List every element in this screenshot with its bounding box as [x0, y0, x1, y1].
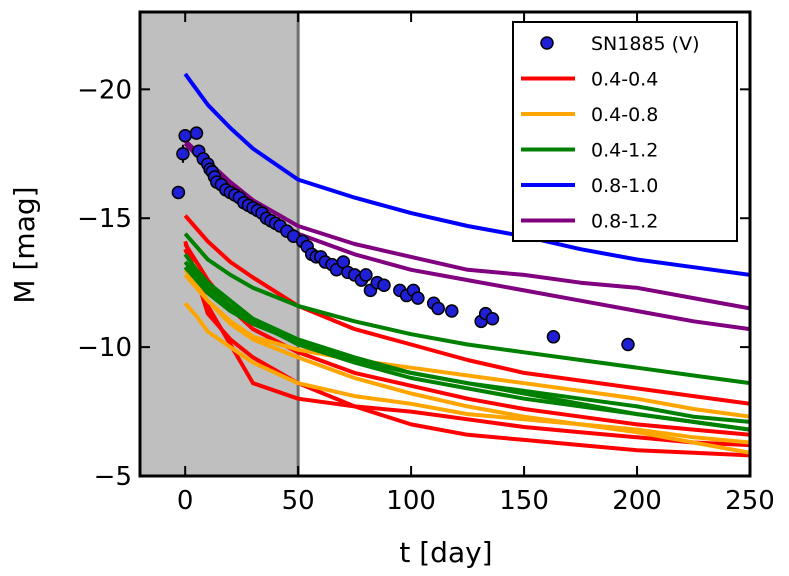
data-point [621, 337, 635, 352]
x-tick-label: 0 [177, 486, 194, 516]
y-tick-label: −15 [77, 204, 132, 234]
y-tick-label: −10 [77, 333, 132, 363]
x-tick-label: 100 [386, 486, 436, 516]
x-axis-label: t [day] [399, 536, 492, 569]
series-line-04-12-9 [183, 260, 750, 432]
legend-box [512, 21, 738, 242]
series-line-04-12-10 [183, 265, 750, 424]
legend-entry-label: 0.8-1.0 [591, 175, 658, 197]
series-line-08-10-11 [183, 72, 750, 277]
data-point [178, 128, 192, 143]
plot-frame [138, 10, 752, 478]
data-point [377, 278, 391, 292]
x-tick-label: 50 [282, 486, 315, 516]
observed-points [171, 126, 635, 352]
y-tick-label: −5 [94, 462, 132, 492]
series-line-04-04-0 [183, 214, 750, 406]
series-line-04-12-7 [183, 232, 750, 386]
data-point [546, 330, 561, 344]
x-tick-label: 150 [499, 486, 549, 516]
legend-entry-label: 0.4-1.2 [591, 140, 658, 162]
series-line-08-12-12 [183, 139, 750, 311]
legend: SN1885 (V) 0.4-0.4 0.4-0.8 0.4-1.2 0.8-1.0 0.… [512, 21, 738, 242]
data-point [189, 126, 204, 140]
shaded-region-rect [140, 12, 299, 476]
legend-entry-label: 0.4-0.4 [591, 69, 658, 91]
data-point [171, 185, 186, 200]
x-tick-label: 250 [725, 486, 775, 516]
x-tick-label: 200 [612, 486, 662, 516]
data-point [176, 147, 190, 161]
series-line-04-08-5 [183, 301, 750, 445]
y-axis-label: M [mag] [8, 186, 41, 303]
series-line-04-04-2 [183, 248, 750, 448]
data-point [445, 304, 459, 318]
legend-entry-label: 0.4-0.8 [591, 104, 658, 126]
model-lines [183, 72, 750, 458]
legend-marker-point [540, 36, 554, 50]
legend-entry-label: SN1885 (V) [591, 33, 700, 55]
y-tick-label: −20 [77, 75, 132, 105]
legend-entry-label: 0.8-1.2 [591, 211, 658, 233]
data-point [431, 301, 445, 316]
data-point [411, 291, 425, 305]
series-line-04-08-6 [183, 268, 750, 455]
data-point [359, 268, 373, 282]
data-point [485, 312, 500, 326]
shaded-region [140, 12, 300, 476]
axes: 0 50 100 150 200 250 −20 −15 −10 −5 [77, 10, 775, 516]
series-line-04-04-1 [183, 240, 750, 458]
